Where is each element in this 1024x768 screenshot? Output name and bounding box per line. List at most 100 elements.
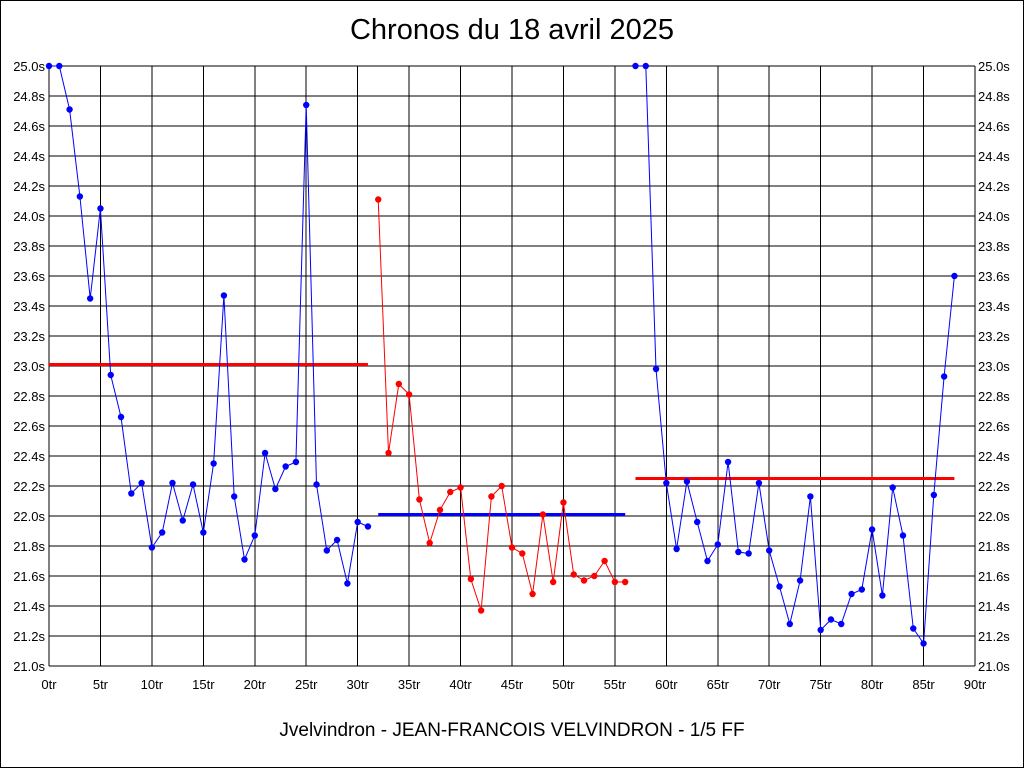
- y-tick-label-left: 23.8s: [13, 239, 45, 254]
- y-tick-label-left: 24.6s: [13, 119, 45, 134]
- x-tick-label: 90tr: [964, 677, 987, 692]
- data-point: [920, 640, 927, 647]
- series-line: [377, 199, 626, 611]
- data-point: [745, 550, 752, 557]
- data-point: [632, 62, 639, 70]
- x-tick-label: 75tr: [809, 677, 832, 692]
- data-point: [97, 205, 104, 212]
- y-tick-label-right: 22.2s: [978, 479, 1010, 494]
- data-point: [879, 592, 886, 599]
- data-point: [868, 526, 876, 533]
- data-point: [601, 557, 608, 565]
- data-point: [395, 380, 403, 388]
- data-point: [683, 478, 691, 485]
- y-tick-label-right: 23.8s: [978, 239, 1010, 254]
- x-tick-label: 0tr: [41, 677, 57, 692]
- data-point: [56, 62, 63, 70]
- data-point: [148, 544, 156, 551]
- data-point: [838, 620, 845, 628]
- x-tick-label: 5tr: [93, 677, 109, 692]
- data-point: [405, 391, 413, 398]
- x-tick-label: 35tr: [398, 677, 421, 692]
- data-point: [673, 545, 680, 553]
- data-point: [282, 463, 289, 470]
- series-line: [49, 65, 369, 584]
- data-point: [694, 518, 701, 526]
- data-point: [117, 413, 125, 421]
- data-point: [549, 578, 557, 586]
- y-tick-label-right: 24.0s: [978, 209, 1010, 224]
- data-point: [796, 577, 804, 584]
- x-tick-label: 20tr: [244, 677, 267, 692]
- data-point: [200, 529, 207, 536]
- x-tick-label: 60tr: [655, 677, 678, 692]
- x-tick-label: 15tr: [192, 677, 215, 692]
- x-tick-label: 70tr: [758, 677, 781, 692]
- x-tick-label: 45tr: [501, 677, 524, 692]
- data-point: [498, 482, 505, 490]
- data-point: [930, 491, 938, 499]
- data-point: [158, 529, 166, 536]
- data-point: [940, 373, 948, 380]
- y-tick-label-left: 23.0s: [13, 359, 45, 374]
- data-point: [663, 479, 670, 487]
- data-point: [621, 578, 629, 586]
- y-tick-label-left: 23.2s: [13, 329, 45, 344]
- data-point: [714, 541, 721, 548]
- data-point: [261, 449, 269, 457]
- data-point: [488, 493, 495, 500]
- data-point: [457, 484, 464, 491]
- data-point: [292, 458, 300, 466]
- data-point: [86, 295, 94, 302]
- data-point: [45, 62, 53, 70]
- x-tick-label: 10tr: [141, 677, 164, 692]
- data-point: [570, 571, 577, 578]
- data-point: [910, 625, 917, 632]
- data-point: [426, 539, 433, 547]
- series-line: [635, 65, 955, 645]
- data-point: [179, 517, 186, 524]
- x-tick-label: 80tr: [861, 677, 884, 692]
- data-point: [76, 193, 84, 200]
- y-tick-label-right: 23.6s: [978, 269, 1010, 284]
- y-tick-label-left: 24.8s: [13, 89, 45, 104]
- x-tick-label: 25tr: [295, 677, 318, 692]
- data-point: [858, 586, 866, 593]
- data-point: [899, 532, 907, 539]
- data-point: [107, 371, 114, 379]
- data-point: [735, 548, 742, 556]
- data-point: [766, 547, 773, 554]
- y-tick-label-right: 21.2s: [978, 629, 1010, 644]
- data-point: [66, 106, 73, 113]
- data-point: [364, 523, 372, 530]
- y-tick-label-left: 22.6s: [13, 419, 45, 434]
- data-point: [704, 557, 711, 565]
- x-tick-label: 85tr: [912, 677, 935, 692]
- chart-footer: Jvelvindron - JEAN-FRANCOIS VELVINDRON -…: [279, 720, 745, 741]
- data-point: [210, 460, 217, 467]
- data-point: [189, 481, 197, 488]
- y-tick-label-left: 21.2s: [13, 629, 45, 644]
- chart-title: Chronos du 18 avril 2025: [349, 14, 675, 46]
- data-point: [508, 544, 516, 551]
- y-tick-label-right: 23.0s: [978, 359, 1010, 374]
- data-point: [786, 620, 793, 628]
- x-tick-label: 50tr: [552, 677, 575, 692]
- data-point: [611, 578, 619, 586]
- data-point: [807, 493, 814, 500]
- data-point: [354, 518, 361, 526]
- y-tick-label-right: 24.6s: [978, 119, 1010, 134]
- data-point: [169, 479, 176, 487]
- y-tick-label-right: 24.8s: [978, 89, 1010, 104]
- data-point: [724, 458, 732, 466]
- y-tick-label-right: 23.2s: [978, 329, 1010, 344]
- data-point: [344, 580, 351, 587]
- y-tick-label-left: 21.4s: [13, 599, 45, 614]
- data-point: [519, 550, 526, 557]
- data-point: [776, 583, 783, 590]
- x-tick-label: 40tr: [449, 677, 472, 692]
- y-tick-label-right: 22.6s: [978, 419, 1010, 434]
- data-point: [416, 496, 423, 503]
- data-point: [231, 493, 238, 500]
